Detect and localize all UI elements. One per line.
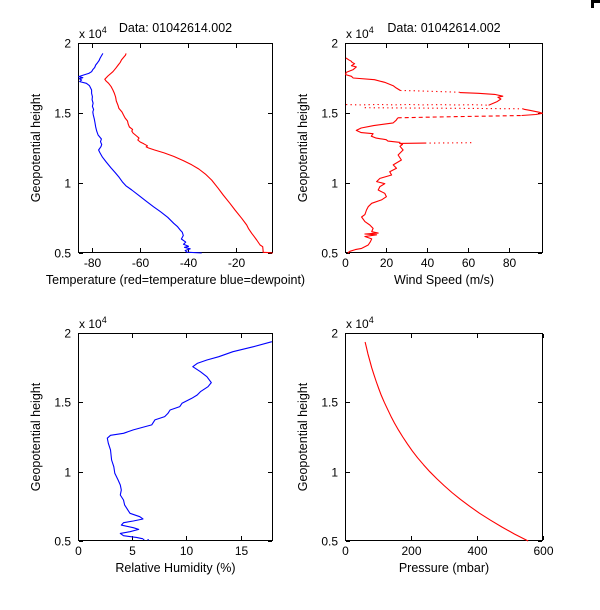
- x-axis-label: Wind Speed (m/s): [393, 273, 495, 287]
- wind-speed-plot-area: 0 20 40 60 80 0.5 1 1.5 2: [321, 37, 543, 270]
- svg-text:1.5: 1.5: [321, 107, 338, 121]
- svg-text:200: 200: [401, 544, 421, 558]
- svg-text:2: 2: [64, 37, 71, 51]
- svg-text:-40: -40: [180, 256, 198, 270]
- subplot-pressure: x 104 Geopotential height Pressure (mbar…: [296, 315, 554, 575]
- x-axis-label: Pressure (mbar): [398, 561, 490, 575]
- y-axis-exponent-label: x 104: [346, 315, 374, 331]
- svg-text:1: 1: [331, 177, 338, 191]
- svg-text:-20: -20: [228, 256, 246, 270]
- y-axis-exponent-label: x 104: [79, 315, 107, 331]
- svg-text:1: 1: [64, 466, 71, 480]
- svg-text:2: 2: [64, 327, 71, 341]
- svg-text:1: 1: [64, 177, 71, 191]
- subplot-relative-humidity: x 104 Geopotential height Relative Humid…: [29, 315, 273, 575]
- svg-text:0: 0: [342, 256, 349, 270]
- svg-text:0: 0: [75, 544, 82, 558]
- svg-text:5: 5: [129, 544, 136, 558]
- svg-text:0.5: 0.5: [321, 535, 338, 549]
- svg-text:60: 60: [462, 256, 476, 270]
- y-axis-label: Geopotential height: [29, 93, 43, 203]
- svg-text:2: 2: [331, 327, 338, 341]
- svg-text:80: 80: [503, 256, 517, 270]
- y-axis-label: Geopotential height: [296, 382, 310, 492]
- y-axis-exponent-label: x 104: [79, 25, 107, 41]
- svg-text:-60: -60: [132, 256, 150, 270]
- subplot-wind-speed: Data: 01042614.002 x 104 Geopotential he…: [296, 21, 543, 287]
- svg-text:10: 10: [180, 544, 194, 558]
- svg-text:1.5: 1.5: [321, 396, 338, 410]
- relative-humidity-plot-area: 0 5 10 15 0.5 1 1.5 2: [54, 327, 273, 558]
- svg-text:1.5: 1.5: [54, 396, 71, 410]
- plot-title: Data: 01042614.002: [118, 21, 233, 35]
- subplot-temperature: Data: 01042614.002 x 104 Geopotential he…: [29, 21, 305, 287]
- plot-title: Data: 01042614.002: [387, 21, 501, 35]
- pressure-plot-area: 0 200 400 600 0.5 1 1.5 2: [321, 327, 554, 559]
- svg-text:40: 40: [421, 256, 435, 270]
- x-axis-label: Temperature (red=temperature blue=dewpoi…: [45, 273, 306, 287]
- temperature-plot-area: -80 -60 -40 -20 0.5 1 1.5 2: [54, 37, 273, 270]
- y-axis-label: Geopotential height: [29, 382, 43, 492]
- svg-text:-80: -80: [84, 256, 102, 270]
- svg-text:0.5: 0.5: [321, 247, 338, 261]
- svg-text:0: 0: [342, 544, 349, 558]
- y-axis-label: Geopotential height: [296, 93, 310, 203]
- svg-text:15: 15: [235, 544, 249, 558]
- window-corner-top-edge: [591, 0, 600, 3]
- svg-text:0.5: 0.5: [54, 535, 71, 549]
- y-axis-exponent-label: x 104: [346, 25, 374, 41]
- x-axis-label: Relative Humidity (%): [115, 561, 236, 575]
- svg-text:400: 400: [467, 544, 487, 558]
- svg-text:2: 2: [331, 37, 338, 51]
- svg-text:0.5: 0.5: [54, 247, 71, 261]
- svg-text:20: 20: [380, 256, 394, 270]
- window-corner-left-edge: [591, 0, 594, 8]
- svg-text:600: 600: [533, 544, 553, 558]
- svg-text:1.5: 1.5: [54, 107, 71, 121]
- svg-text:1: 1: [331, 466, 338, 480]
